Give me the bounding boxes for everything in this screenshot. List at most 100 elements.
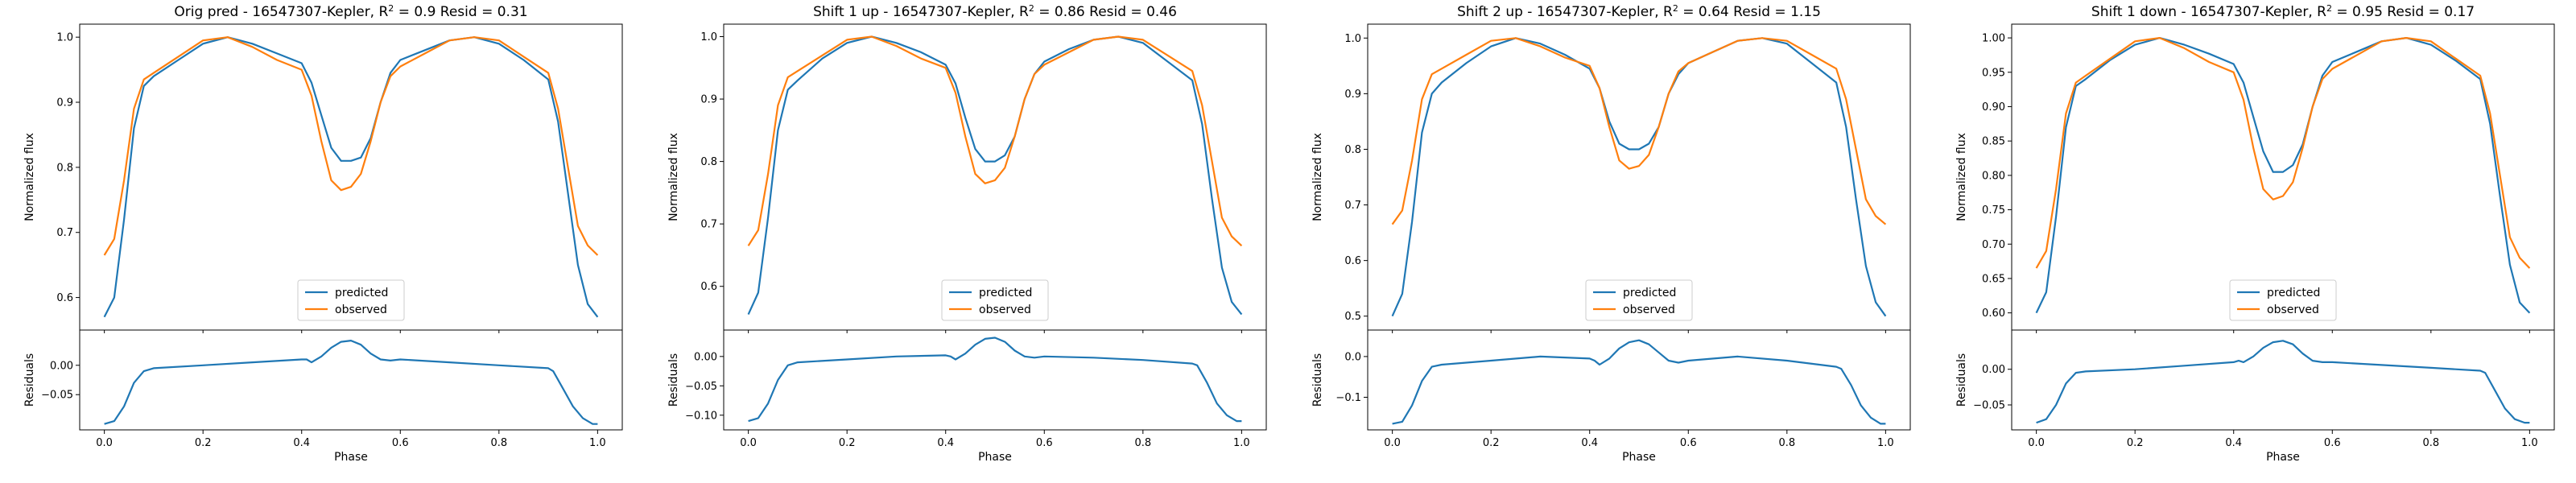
x-tick-label: 1.0 xyxy=(1877,437,1894,449)
series-line-predicted xyxy=(103,36,599,318)
y-tick-label: 0.60 xyxy=(1982,308,2005,320)
y-tick-label: 0.7 xyxy=(1344,200,1361,212)
legend: predicted observed xyxy=(941,279,1049,321)
subplot-2: Shift 1 up - 16547307-Kepler, R2 = 0.86 … xyxy=(667,3,1267,464)
y-axis-label: Normalized flux xyxy=(667,133,680,221)
y-axis-label: Normalized flux xyxy=(1955,133,1968,221)
legend: predicted observed xyxy=(297,279,405,321)
y-tick-label: 0.5 xyxy=(1344,311,1361,323)
y-tick-label: 0.6 xyxy=(1344,255,1361,267)
y-tick-label: 0.8 xyxy=(56,162,73,174)
y-tick-label: 0.90 xyxy=(1982,101,2005,114)
residual-line xyxy=(104,340,598,425)
y-tick-label: 0.65 xyxy=(1982,273,2005,285)
chart-title: Orig pred - 16547307-Kepler, R2 = 0.9 Re… xyxy=(174,3,527,20)
y-tick-label: 0.70 xyxy=(1982,239,2005,251)
y-tick-label: 1.0 xyxy=(56,32,73,44)
y-tick-label: 0.8 xyxy=(1344,144,1361,156)
subplot-3: Shift 2 up - 16547307-Kepler, R2 = 0.64 … xyxy=(1311,3,1911,464)
y-tick-label: 0.9 xyxy=(1344,89,1361,101)
y-tick-label: 0.9 xyxy=(56,97,73,109)
series-line-predicted xyxy=(1391,37,1887,317)
y-tick-label: 0.7 xyxy=(56,227,73,239)
bottom-axes-frame xyxy=(1367,329,1911,431)
title-tail: = 0.95 Resid = 0.17 xyxy=(2332,4,2475,20)
y-tick-label: 0.7 xyxy=(700,219,717,231)
x-axis-label: Phase xyxy=(2266,451,2300,464)
x-tick-label: 0.6 xyxy=(1680,437,1697,449)
x-tick-label: 0.2 xyxy=(195,437,212,449)
chart-title: Shift 1 down - 16547307-Kepler, R2 = 0.9… xyxy=(2091,3,2475,20)
subplot-4: Shift 1 down - 16547307-Kepler, R2 = 0.9… xyxy=(1955,3,2555,464)
x-tick-label: 0.0 xyxy=(96,437,113,449)
residual-y-tick-label: −0.05 xyxy=(41,390,73,402)
residual-line xyxy=(1392,339,1886,425)
legend-label-observed: observed xyxy=(2267,303,2319,316)
legend-label-predicted: predicted xyxy=(2267,287,2320,299)
legend-label-predicted: predicted xyxy=(979,287,1032,299)
legend-label-observed: observed xyxy=(1623,303,1675,316)
residual-y-tick-label: 0.0 xyxy=(1344,351,1361,363)
legend-box xyxy=(2229,279,2337,321)
y-tick-label: 0.80 xyxy=(1982,170,2005,182)
residual-y-tick-label: −0.05 xyxy=(1973,400,2005,412)
x-axis-label: Phase xyxy=(978,451,1012,464)
residual-y-tick-label: −0.10 xyxy=(685,410,717,422)
legend-label-predicted: predicted xyxy=(1623,287,1676,299)
title-text: Shift 1 down - 16547307-Kepler, R xyxy=(2091,4,2326,20)
x-tick-label: 1.0 xyxy=(589,437,606,449)
x-tick-label: 0.0 xyxy=(2028,437,2045,449)
y-axis-label: Normalized flux xyxy=(1311,133,1324,221)
legend: predicted observed xyxy=(1585,279,1693,321)
title-text: Shift 1 up - 16547307-Kepler, R xyxy=(813,4,1029,20)
x-tick-label: 0.4 xyxy=(2225,437,2242,449)
residual-line xyxy=(748,336,1242,423)
legend: predicted observed xyxy=(2229,279,2337,321)
legend-label-predicted: predicted xyxy=(335,287,388,299)
bottom-axes-frame xyxy=(79,329,623,431)
y-tick-label: 1.0 xyxy=(1344,33,1361,45)
x-tick-label: 0.2 xyxy=(2127,437,2144,449)
x-tick-label: 0.4 xyxy=(1581,437,1598,449)
legend-label-observed: observed xyxy=(979,303,1031,316)
x-tick-label: 0.8 xyxy=(1134,437,1151,449)
y-tick-label: 0.8 xyxy=(700,156,717,168)
y-tick-label: 0.75 xyxy=(1982,204,2005,217)
residual-line xyxy=(2036,340,2530,424)
x-tick-label: 1.0 xyxy=(1233,437,1250,449)
residual-y-tick-label: 0.00 xyxy=(1982,364,2005,376)
x-tick-label: 1.0 xyxy=(2521,437,2538,449)
series-line-observed xyxy=(103,36,599,256)
title-text: Shift 2 up - 16547307-Kepler, R xyxy=(1457,4,1673,20)
chart-title: Shift 2 up - 16547307-Kepler, R2 = 0.64 … xyxy=(1457,3,1821,20)
y-tick-label: 0.95 xyxy=(1982,67,2005,79)
residual-y-axis-label: Residuals xyxy=(1311,353,1324,407)
residual-y-tick-label: −0.1 xyxy=(1335,392,1361,404)
series-line-observed xyxy=(1391,37,1887,225)
title-superscript: 2 xyxy=(1029,3,1034,14)
x-tick-label: 0.2 xyxy=(1483,437,1500,449)
legend-label-observed: observed xyxy=(335,303,387,316)
subplot-1: Orig pred - 16547307-Kepler, R2 = 0.9 Re… xyxy=(23,3,623,464)
x-tick-label: 0.6 xyxy=(392,437,409,449)
residual-y-axis-label: Residuals xyxy=(667,353,680,407)
series-line-predicted xyxy=(747,35,1243,316)
series-line-observed xyxy=(2035,36,2531,269)
residual-y-tick-label: −0.05 xyxy=(685,381,717,393)
y-tick-label: 1.0 xyxy=(700,31,717,43)
residual-y-axis-label: Residuals xyxy=(1955,353,1968,407)
residual-y-axis-label: Residuals xyxy=(23,353,36,407)
x-tick-label: 0.4 xyxy=(293,437,310,449)
y-tick-label: 0.6 xyxy=(700,281,717,293)
title-tail: = 0.9 Resid = 0.31 xyxy=(394,4,527,20)
x-tick-label: 0.0 xyxy=(1384,437,1401,449)
series-line-observed xyxy=(747,35,1243,247)
title-text: Orig pred - 16547307-Kepler, R xyxy=(174,4,388,20)
bottom-axes-frame xyxy=(723,329,1267,431)
series-line-predicted xyxy=(2035,36,2531,314)
y-tick-label: 0.9 xyxy=(700,94,717,106)
title-tail: = 0.86 Resid = 0.46 xyxy=(1034,4,1177,20)
y-axis-label: Normalized flux xyxy=(23,133,36,221)
x-tick-label: 0.6 xyxy=(1036,437,1053,449)
